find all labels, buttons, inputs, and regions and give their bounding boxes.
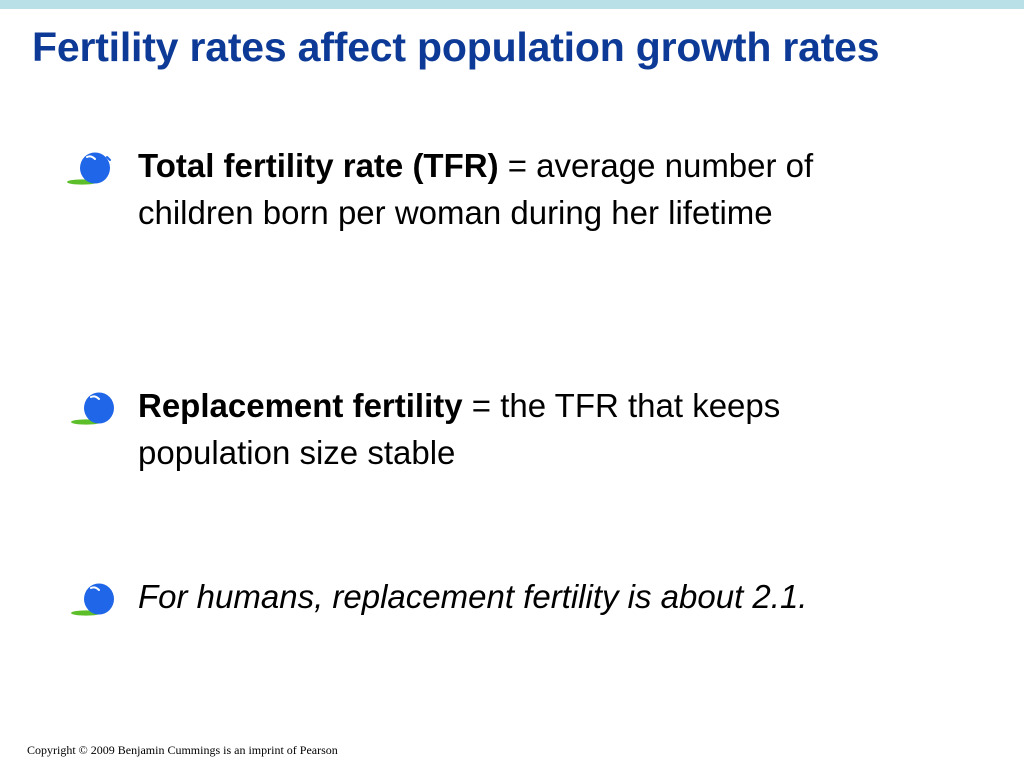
bullet-definition: = the TFR that keeps population size sta… [138,387,781,471]
copyright-notice: Copyright © 2009 Benjamin Cummings is an… [27,743,338,757]
blue-ball-bullet-icon [71,583,114,616]
bullet-text: Replacement fertility = the TFR that kee… [138,382,928,476]
bullet-text: Total fertility rate (TFR) = average num… [138,142,928,236]
bullet-definition: = average number of children born per wo… [138,147,814,231]
blue-ball-bullet-icon [71,392,114,425]
bullet-text: For humans, replacement fertility is abo… [138,578,808,615]
blue-ball-bullet-icon [67,152,111,185]
top-accent-bar [0,0,1024,9]
bullet-term: Replacement fertility [138,387,463,424]
bullet-term: Total fertility rate (TFR) [138,147,499,184]
slide-title: Fertility rates affect population growth… [32,24,880,70]
